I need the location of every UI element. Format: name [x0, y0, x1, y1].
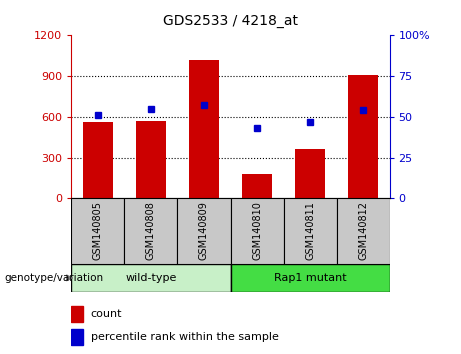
Bar	[284, 198, 337, 264]
Text: count: count	[90, 309, 122, 319]
Bar	[83, 122, 112, 198]
Bar	[136, 121, 165, 198]
Text: wild-type: wild-type	[125, 273, 177, 283]
Text: GSM140805: GSM140805	[93, 201, 103, 261]
Bar	[337, 198, 390, 264]
Text: percentile rank within the sample: percentile rank within the sample	[90, 332, 278, 342]
Bar	[230, 264, 390, 292]
Text: GSM140809: GSM140809	[199, 201, 209, 261]
Text: genotype/variation: genotype/variation	[5, 273, 104, 283]
Text: Rap1 mutant: Rap1 mutant	[274, 273, 346, 283]
Text: GSM140812: GSM140812	[358, 201, 368, 261]
Bar	[230, 198, 284, 264]
Bar	[189, 60, 219, 198]
Bar	[71, 329, 83, 345]
Text: GDS2533 / 4218_at: GDS2533 / 4218_at	[163, 14, 298, 28]
Bar	[124, 198, 177, 264]
Bar	[71, 264, 230, 292]
Bar	[296, 149, 325, 198]
Bar	[71, 306, 83, 321]
Bar	[177, 198, 230, 264]
Text: GSM140808: GSM140808	[146, 201, 156, 261]
Bar	[71, 198, 124, 264]
Text: GSM140810: GSM140810	[252, 201, 262, 261]
Text: GSM140811: GSM140811	[305, 201, 315, 261]
Bar	[242, 175, 272, 198]
Bar	[349, 75, 378, 198]
